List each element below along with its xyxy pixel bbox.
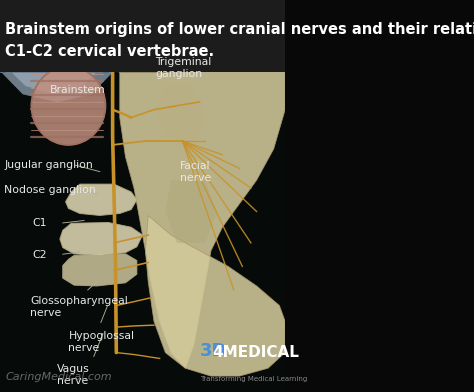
Text: CaringMedical.com: CaringMedical.com — [5, 372, 112, 382]
Text: C2: C2 — [33, 250, 47, 260]
Text: Transforming Medical Learning: Transforming Medical Learning — [201, 376, 308, 382]
Bar — [0, 73, 285, 392]
Polygon shape — [60, 223, 143, 256]
Bar — [0, 0, 285, 73]
Text: C1: C1 — [33, 218, 47, 228]
Polygon shape — [65, 184, 137, 216]
Text: 4MEDICAL: 4MEDICAL — [212, 345, 299, 360]
Text: 3D: 3D — [200, 342, 227, 360]
Polygon shape — [120, 24, 285, 368]
Text: Nodose ganglion: Nodose ganglion — [4, 185, 96, 195]
Text: Facial
nerve: Facial nerve — [180, 161, 211, 183]
Text: Trigeminal
ganglion: Trigeminal ganglion — [155, 57, 211, 79]
Polygon shape — [0, 39, 126, 102]
Text: Vagus
nerve: Vagus nerve — [57, 363, 90, 385]
Ellipse shape — [31, 67, 106, 145]
Polygon shape — [165, 180, 217, 243]
Text: Glossopharyngeal
nerve: Glossopharyngeal nerve — [30, 296, 128, 318]
Polygon shape — [154, 86, 205, 149]
Text: Brainstem origins of lower cranial nerves and their relationship to: Brainstem origins of lower cranial nerve… — [5, 22, 474, 37]
Text: Hypoglossal
nerve: Hypoglossal nerve — [68, 331, 135, 353]
Polygon shape — [146, 216, 285, 376]
Ellipse shape — [135, 41, 150, 57]
Polygon shape — [63, 254, 137, 286]
Text: Jugular ganglion: Jugular ganglion — [4, 160, 93, 169]
Polygon shape — [6, 35, 117, 94]
Text: C1-C2 cervical vertebrae.: C1-C2 cervical vertebrae. — [5, 44, 214, 60]
Text: Brainstem: Brainstem — [50, 85, 106, 95]
